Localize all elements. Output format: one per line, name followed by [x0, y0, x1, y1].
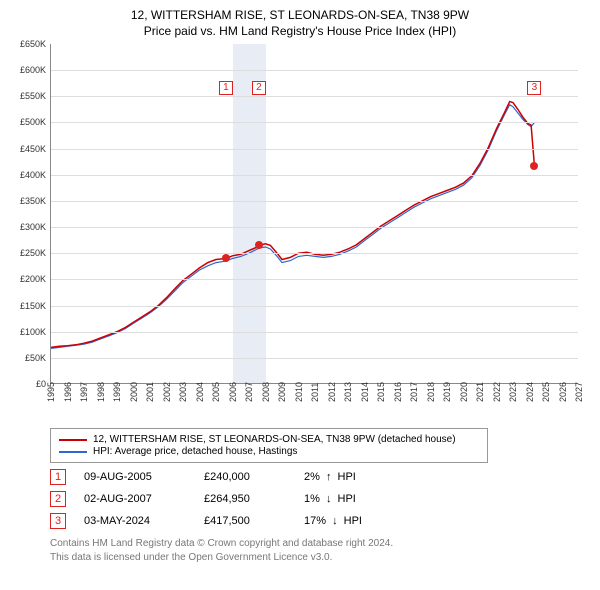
x-tick-label: 2002 — [162, 382, 172, 402]
chart-svg — [51, 44, 579, 384]
y-tick-label: £150K — [20, 301, 46, 311]
y-tick-label: £500K — [20, 117, 46, 127]
event-marker: 1 — [219, 81, 233, 95]
y-tick-label: £50K — [25, 353, 46, 363]
title-address: 12, WITTERSHAM RISE, ST LEONARDS-ON-SEA,… — [12, 8, 588, 22]
event-price: £240,000 — [204, 471, 304, 483]
arrow-icon: ↓ — [326, 493, 332, 505]
event-delta: 1% ↓ HPI — [304, 493, 424, 505]
event-number: 1 — [50, 469, 66, 485]
x-tick-label: 2012 — [327, 382, 337, 402]
x-tick-label: 2011 — [310, 383, 320, 402]
x-tick-label: 2019 — [442, 382, 452, 402]
sale-dot — [222, 254, 230, 262]
x-tick-label: 2013 — [343, 382, 353, 402]
x-tick-label: 1996 — [63, 382, 73, 402]
x-tick-label: 2005 — [211, 382, 221, 402]
event-date: 02-AUG-2007 — [84, 493, 204, 505]
title-subtitle: Price paid vs. HM Land Registry's House … — [12, 24, 588, 38]
legend-item: 12, WITTERSHAM RISE, ST LEONARDS-ON-SEA,… — [59, 434, 479, 445]
footer: Contains HM Land Registry data © Crown c… — [50, 537, 588, 564]
legend-swatch — [59, 439, 87, 441]
x-tick-label: 2022 — [492, 382, 502, 402]
x-tick-label: 1999 — [112, 382, 122, 402]
y-axis: £0£50K£100K£150K£200K£250K£300K£350K£400… — [12, 44, 48, 384]
arrow-icon: ↑ — [326, 471, 332, 483]
x-tick-label: 2003 — [178, 382, 188, 402]
x-tick-label: 2021 — [475, 382, 485, 402]
y-tick-label: £400K — [20, 170, 46, 180]
y-tick-label: £650K — [20, 39, 46, 49]
event-price: £264,950 — [204, 493, 304, 505]
x-tick-label: 2006 — [228, 382, 238, 402]
x-tick-label: 2000 — [129, 382, 139, 402]
event-delta: 17% ↓ HPI — [304, 515, 424, 527]
y-tick-label: £550K — [20, 91, 46, 101]
x-tick-label: 2009 — [277, 382, 287, 402]
y-tick-label: £450K — [20, 144, 46, 154]
legend-item: HPI: Average price, detached house, Hast… — [59, 446, 479, 457]
legend-label: 12, WITTERSHAM RISE, ST LEONARDS-ON-SEA,… — [93, 434, 456, 445]
legend-label: HPI: Average price, detached house, Hast… — [93, 446, 297, 457]
y-tick-label: £200K — [20, 274, 46, 284]
footer-line-1: Contains HM Land Registry data © Crown c… — [50, 537, 588, 551]
event-row: 1 09-AUG-2005£240,0002% ↑ HPI — [50, 469, 588, 485]
y-tick-label: £300K — [20, 222, 46, 232]
y-tick-label: £250K — [20, 248, 46, 258]
x-tick-label: 2023 — [508, 382, 518, 402]
x-tick-label: 2001 — [145, 382, 155, 402]
legend: 12, WITTERSHAM RISE, ST LEONARDS-ON-SEA,… — [50, 428, 488, 463]
event-row: 3 03-MAY-2024£417,50017% ↓ HPI — [50, 513, 588, 529]
x-tick-label: 2025 — [541, 382, 551, 402]
x-tick-label: 1995 — [46, 382, 56, 402]
event-number: 3 — [50, 513, 66, 529]
event-price: £417,500 — [204, 515, 304, 527]
x-tick-label: 2008 — [261, 382, 271, 402]
x-axis: 1995199619971998199920002001200220032004… — [50, 384, 578, 424]
x-tick-label: 2020 — [459, 382, 469, 402]
y-tick-label: £0 — [36, 379, 46, 389]
event-date: 09-AUG-2005 — [84, 471, 204, 483]
footer-line-2: This data is licensed under the Open Gov… — [50, 551, 588, 565]
x-tick-label: 2024 — [525, 382, 535, 402]
x-tick-label: 2010 — [294, 382, 304, 402]
x-tick-label: 2018 — [426, 382, 436, 402]
series-line — [51, 102, 534, 348]
x-tick-label: 2026 — [558, 382, 568, 402]
x-tick-label: 1998 — [96, 382, 106, 402]
y-tick-label: £100K — [20, 327, 46, 337]
x-tick-label: 2004 — [195, 382, 205, 402]
event-date: 03-MAY-2024 — [84, 515, 204, 527]
y-tick-label: £600K — [20, 65, 46, 75]
x-tick-label: 2017 — [409, 382, 419, 402]
legend-swatch — [59, 451, 87, 453]
x-tick-label: 2027 — [574, 382, 584, 402]
x-tick-label: 2007 — [244, 382, 254, 402]
event-delta: 2% ↑ HPI — [304, 471, 424, 483]
plot-area: 1 2 3 — [50, 44, 578, 384]
sale-dot — [255, 241, 263, 249]
arrow-icon: ↓ — [332, 515, 338, 527]
event-number: 2 — [50, 491, 66, 507]
event-marker: 2 — [252, 81, 266, 95]
events-table: 1 09-AUG-2005£240,0002% ↑ HPI 2 02-AUG-2007… — [50, 469, 588, 529]
x-tick-label: 2015 — [376, 382, 386, 402]
event-row: 2 02-AUG-2007£264,9501% ↓ HPI — [50, 491, 588, 507]
sale-dot — [530, 162, 538, 170]
x-tick-label: 2014 — [360, 382, 370, 402]
chart: £0 £50K £100K £150K £200K £250K £300K £350K £400… — [12, 44, 588, 424]
event-marker: 3 — [527, 81, 541, 95]
y-tick-label: £350K — [20, 196, 46, 206]
x-tick-label: 2016 — [393, 382, 403, 402]
x-tick-label: 1997 — [79, 382, 89, 402]
